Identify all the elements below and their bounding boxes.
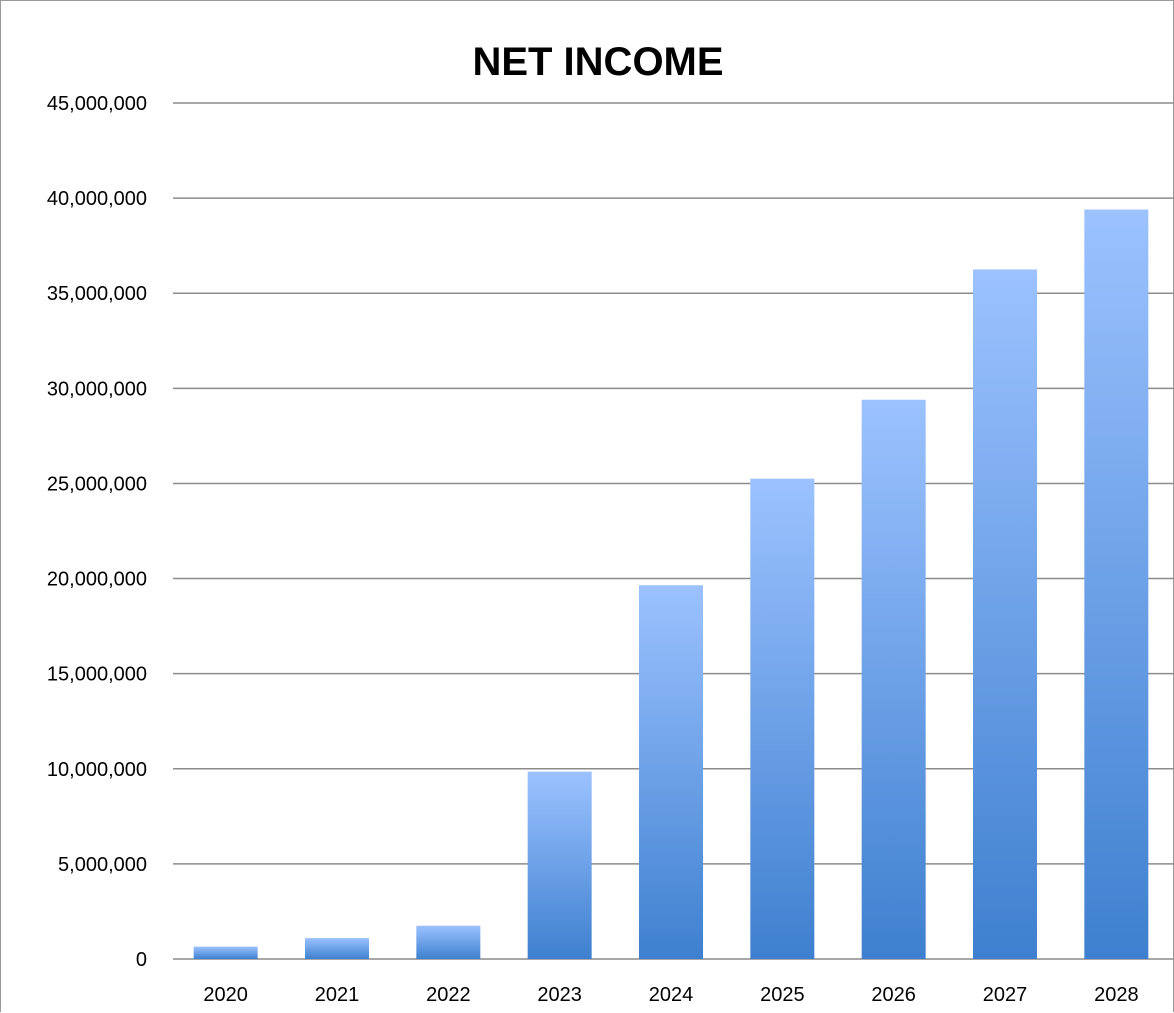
- gridlines: [173, 102, 1174, 960]
- y-tick-label: 25,000,000: [47, 473, 147, 495]
- bar-2024: [639, 585, 703, 959]
- bar-2022: [416, 925, 481, 959]
- x-tick-label: 2026: [871, 984, 916, 1006]
- y-tick-label: 15,000,000: [47, 664, 147, 686]
- bar-2027: [973, 269, 1037, 959]
- x-tick-label: 2024: [649, 984, 694, 1006]
- y-tick-label: 45,000,000: [47, 93, 147, 115]
- x-tick-label: 2021: [315, 984, 360, 1006]
- bar-2021: [305, 938, 369, 959]
- x-tick-label: 2025: [760, 984, 805, 1006]
- bar-2023: [527, 771, 592, 959]
- x-tick-label: 2027: [983, 984, 1028, 1006]
- bar-2028: [1084, 209, 1149, 960]
- y-tick-label: 10,000,000: [47, 759, 147, 781]
- y-tick-label: 40,000,000: [47, 188, 147, 210]
- x-axis-tick-labels: 2020 2021 2022 2023 2024 2025 2026 2027 2028: [203, 984, 1138, 1006]
- x-tick-label: 2020: [203, 984, 248, 1006]
- bar-2025: [750, 478, 815, 959]
- x-tick-label: 2023: [537, 984, 582, 1006]
- y-tick-label: 30,000,000: [47, 378, 147, 400]
- y-axis-tick-labels: 0 5,000,000 10,000,000 15,000,000 20,000,000…: [47, 93, 147, 971]
- y-tick-label: 35,000,000: [47, 283, 147, 305]
- y-tick-label: 5,000,000: [58, 854, 147, 876]
- y-tick-label: 0: [136, 949, 147, 971]
- bar-2020: [193, 946, 258, 959]
- bars: [193, 209, 1149, 960]
- chart-title: NET INCOME: [472, 40, 723, 84]
- y-tick-label: 20,000,000: [47, 569, 147, 591]
- x-tick-label: 2028: [1094, 984, 1139, 1006]
- bar-2026: [861, 399, 926, 959]
- x-tick-label: 2022: [426, 984, 471, 1006]
